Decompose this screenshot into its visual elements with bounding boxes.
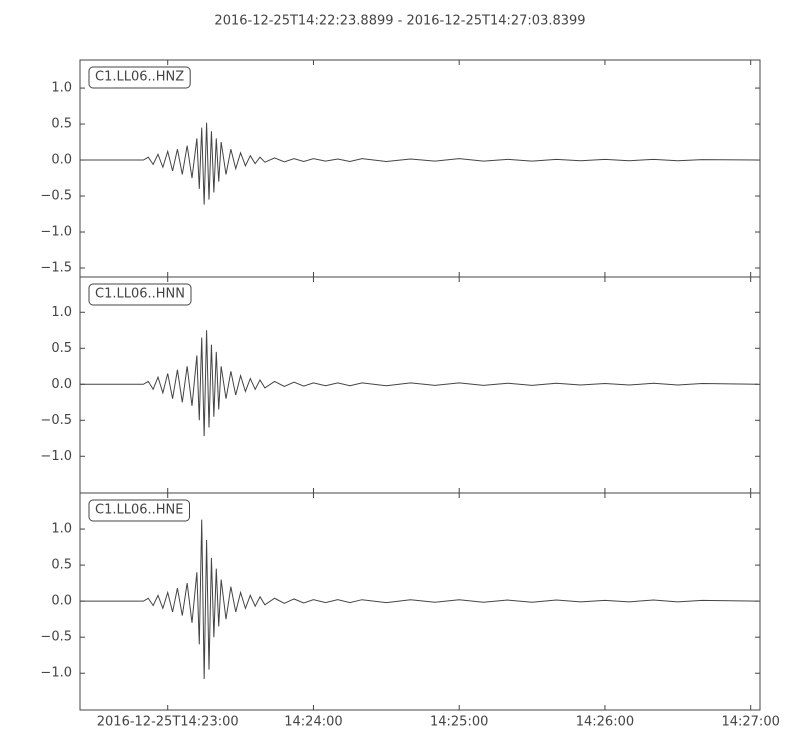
- y-tick-label: −1.5: [40, 261, 72, 276]
- legend-label: C1.LL06..HNZ: [95, 70, 184, 85]
- axes-frame: [79, 492, 761, 711]
- y-tick-label: −0.5: [40, 189, 72, 204]
- x-tick-label: 2016-12-25T14:23:00: [97, 715, 239, 730]
- chart-title: 2016-12-25T14:22:23.8899 - 2016-12-25T14…: [214, 14, 585, 29]
- x-tick-label: 14:27:00: [721, 715, 779, 730]
- y-tick-label: 0.0: [51, 377, 72, 392]
- x-tick-label: 14:26:00: [576, 715, 634, 730]
- x-tick-label: 14:25:00: [430, 715, 488, 730]
- y-tick-label: 0.5: [51, 558, 72, 573]
- legend-label: C1.LL06..HNE: [95, 503, 184, 518]
- y-tick-label: −0.5: [40, 630, 72, 645]
- waveform: [80, 122, 758, 205]
- waveform: [80, 330, 758, 437]
- legend-box: [88, 499, 190, 522]
- y-tick-label: 0.5: [51, 117, 72, 132]
- legend-label: C1.LL06..HNN: [95, 287, 185, 302]
- x-tick-label: 14:24:00: [284, 715, 342, 730]
- y-tick-label: 0.5: [51, 341, 72, 356]
- y-tick-label: 1.0: [51, 522, 72, 537]
- y-tick-label: 0.0: [51, 153, 72, 168]
- waveform: [80, 519, 758, 680]
- y-tick-label: −0.5: [40, 413, 72, 428]
- y-tick-label: 1.0: [51, 81, 72, 96]
- legend-box: [88, 283, 192, 306]
- y-tick-label: 0.0: [51, 594, 72, 609]
- y-tick-label: −1.0: [40, 225, 72, 240]
- y-tick-label: −1.0: [40, 666, 72, 681]
- y-tick-label: −1.0: [40, 449, 72, 464]
- legend-box: [88, 66, 191, 89]
- y-tick-label: 1.0: [51, 305, 72, 320]
